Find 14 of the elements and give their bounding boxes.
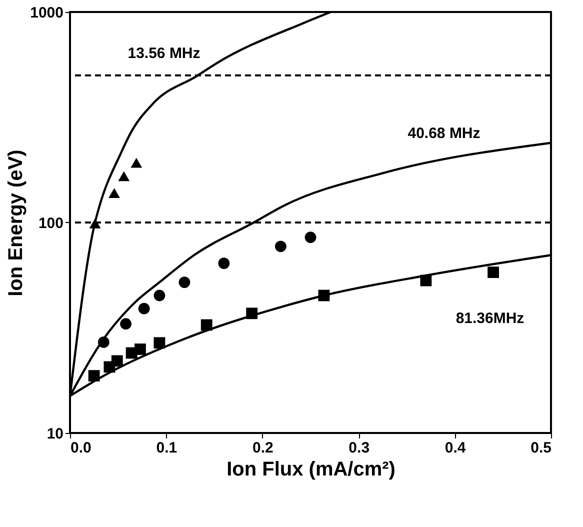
y-tick-label: 1000: [30, 4, 64, 22]
y-tick-label: 100: [38, 215, 64, 232]
y-tick-label: 10: [46, 426, 64, 442]
annotation: 40.68 MHz: [408, 125, 480, 142]
x-tick-label: 0.1: [156, 440, 178, 456]
y-axis-title: Ion Energy (eV): [5, 150, 28, 296]
x-axis-title: Ion Flux (mA/cm²): [226, 458, 396, 480]
x-tick-label: 0.3: [348, 440, 370, 456]
x-tick-label: 0.4: [444, 440, 466, 456]
x-tick-label: 0.0: [70, 440, 92, 456]
annotation: 13.56 MHz: [128, 45, 200, 62]
x-tick-label: 0.2: [252, 440, 274, 456]
x-tick-label: 0.5: [530, 440, 552, 456]
annotation: 81.36MHz: [456, 310, 524, 327]
